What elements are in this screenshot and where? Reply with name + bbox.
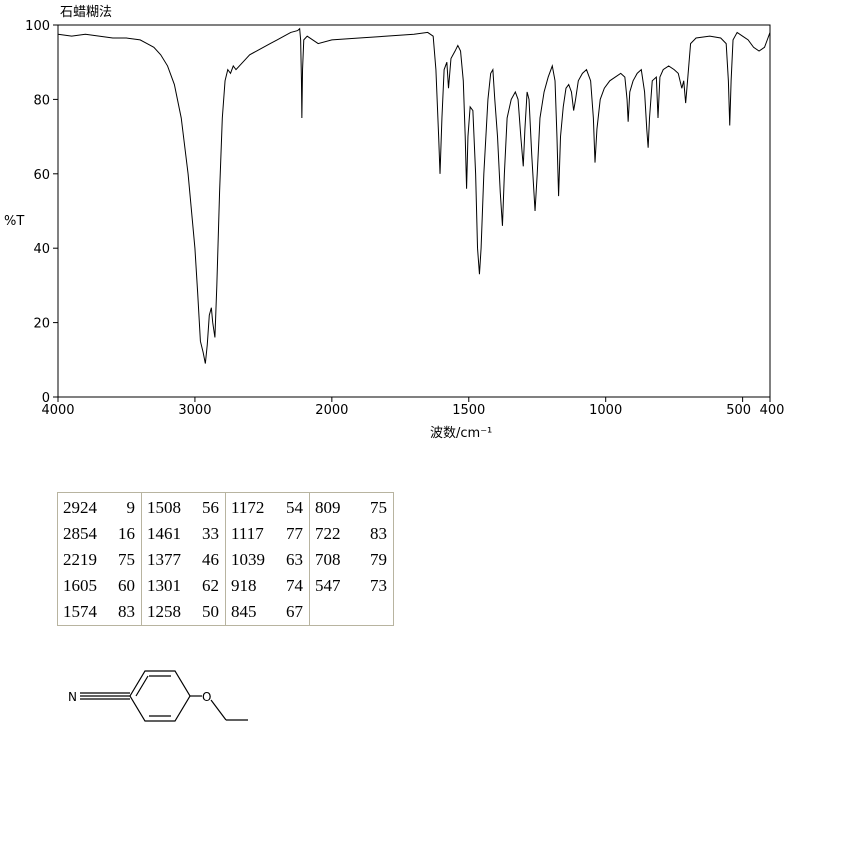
peak-wavenumber: 1508 (147, 498, 181, 517)
peak-wavenumber: 2924 (63, 498, 97, 517)
peak-transmittance: 54 (286, 498, 303, 517)
peak-row: 1258 50 (147, 599, 219, 625)
peak-wavenumber: 708 (315, 550, 341, 569)
peak-wavenumber: 845 (231, 602, 257, 621)
x-tick-label: 3000 (178, 403, 211, 418)
peak-transmittance: 60 (118, 576, 135, 595)
peak-column: 1508 56 1461 33 1377 46 1301 62 1258 50 (141, 492, 226, 626)
y-axis-label: %T (4, 214, 24, 229)
y-tick-label: 100 (25, 19, 50, 34)
peak-row: 1377 46 (147, 547, 219, 573)
peak-transmittance: 77 (286, 524, 303, 543)
x-tick-label: 1000 (589, 403, 622, 418)
peak-wavenumber: 1117 (231, 524, 264, 543)
y-tick-label: 0 (42, 391, 50, 406)
x-tick-label: 1500 (452, 403, 485, 418)
peak-row: 1301 62 (147, 573, 219, 599)
peak-wavenumber: 1605 (63, 576, 97, 595)
peak-wavenumber: 722 (315, 524, 341, 543)
peak-transmittance: 62 (202, 576, 219, 595)
peak-row: 918 74 (231, 573, 303, 599)
peak-transmittance: 33 (202, 524, 219, 543)
chart-title: 石蜡糊法 (60, 4, 112, 20)
y-tick-label: 80 (33, 93, 50, 108)
peak-row: 845 67 (231, 599, 303, 625)
plot-frame (57, 24, 771, 398)
x-tick-label: 400 (760, 403, 785, 418)
peak-transmittance: 16 (118, 524, 135, 543)
peak-wavenumber: 1039 (231, 550, 265, 569)
chart: 石蜡糊法 %T 波数/cm⁻¹ 0 20 40 60 80 100 4000 3000 2000… (4, 4, 785, 441)
peak-transmittance: 83 (370, 524, 387, 543)
x-tick-label: 2000 (315, 403, 348, 418)
x-axis-label: 波数/cm⁻¹ (430, 426, 492, 441)
peak-wavenumber: 2854 (63, 524, 97, 543)
peak-transmittance: 83 (118, 602, 135, 621)
peak-row: 1605 60 (63, 573, 135, 599)
peak-column: 1172 54 1117 77 1039 63 918 74 845 67 (225, 492, 310, 626)
peak-row: 2219 75 (63, 547, 135, 573)
peak-wavenumber: 1377 (147, 550, 181, 569)
x-tick-label: 4000 (41, 403, 74, 418)
peak-row: 1508 56 (147, 495, 219, 521)
peak-column: 2924 9 2854 16 2219 75 1605 60 1574 83 (58, 493, 142, 626)
y-tick-label: 20 (33, 317, 50, 332)
spectrum-line (57, 27, 771, 364)
peak-transmittance: 50 (202, 602, 219, 621)
peak-row: 1117 77 (231, 521, 303, 547)
atom-label: N (68, 690, 77, 704)
peak-row: 547 73 (315, 573, 387, 599)
peak-wavenumber: 2219 (63, 550, 97, 569)
peak-transmittance: 75 (370, 498, 387, 517)
peak-column: 809 75 722 83 708 79 547 73 (309, 492, 394, 626)
peak-table: 2924 9 2854 16 2219 75 1605 60 1574 83 1508 56 1461 3… (57, 492, 394, 626)
peak-transmittance: 67 (286, 602, 303, 621)
peak-wavenumber: 918 (231, 576, 257, 595)
y-tick-label: 40 (33, 242, 50, 257)
peak-row: 708 79 (315, 547, 387, 573)
peak-row: 2924 9 (63, 495, 135, 521)
peak-transmittance: 73 (370, 576, 387, 595)
atom-label: O (202, 690, 211, 704)
peak-wavenumber: 1301 (147, 576, 181, 595)
peak-transmittance: 75 (118, 550, 135, 569)
peak-wavenumber: 547 (315, 576, 341, 595)
structure: N O (68, 670, 248, 722)
peak-row: 1574 83 (63, 599, 135, 625)
peak-wavenumber: 1461 (147, 524, 181, 543)
peak-row: 809 75 (315, 495, 387, 521)
peak-row: 1172 54 (231, 495, 303, 521)
peak-wavenumber: 1172 (231, 498, 265, 517)
peak-transmittance: 56 (202, 498, 219, 517)
y-tick-label: 60 (33, 168, 50, 183)
peak-transmittance: 46 (202, 550, 219, 569)
peak-row: 1039 63 (231, 547, 303, 573)
peak-wavenumber: 1258 (147, 602, 181, 621)
peak-transmittance: 9 (126, 498, 136, 517)
x-tick-label: 500 (726, 403, 751, 418)
peak-transmittance: 79 (370, 550, 387, 569)
peak-transmittance: 74 (286, 576, 303, 595)
peak-wavenumber: 809 (315, 498, 341, 517)
peak-transmittance: 63 (286, 550, 303, 569)
peak-row: 1461 33 (147, 521, 219, 547)
peak-row: 2854 16 (63, 521, 135, 547)
peak-wavenumber: 1574 (63, 602, 97, 621)
peak-row: 722 83 (315, 521, 387, 547)
